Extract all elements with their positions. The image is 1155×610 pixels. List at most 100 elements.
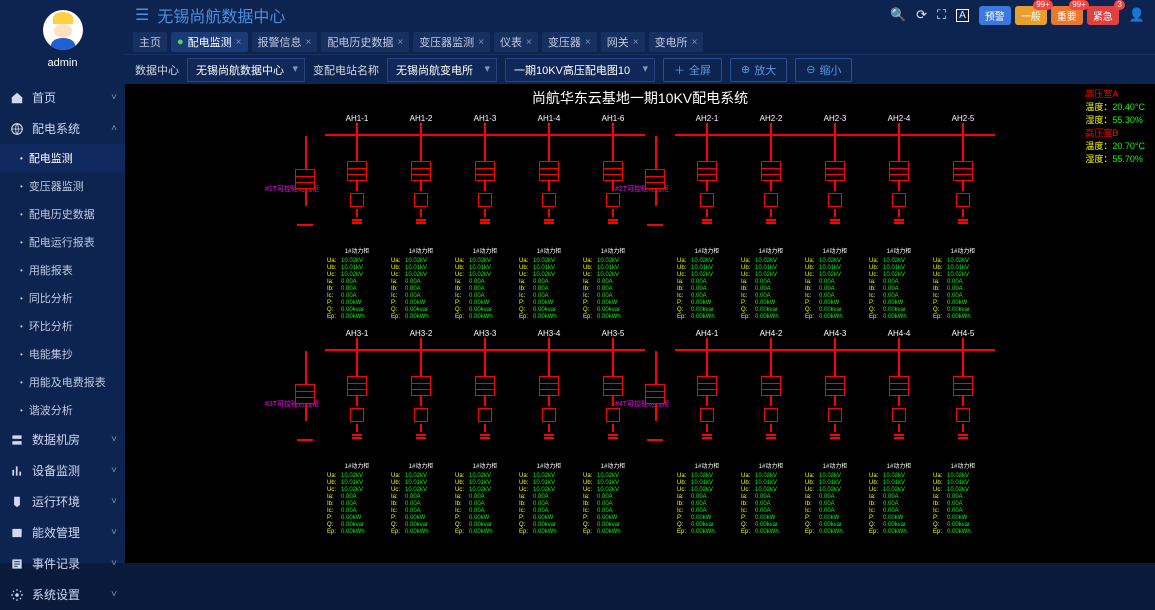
diagram-canvas: 尚航华东云基地一期10KV配电系统 高压室A温度：20.40°C湿度：55.30… (125, 84, 1155, 563)
sidebar-subitem-配电运行报表[interactable]: 配电运行报表 (0, 228, 125, 256)
bus-group: #4T可控硅进线柜 AH4-1 1#动力柜Ua:10.02kVUb:10.01k… (675, 329, 995, 351)
chart-icon (10, 464, 24, 478)
close-icon[interactable]: × (236, 37, 242, 48)
chevron-icon: ˅ (111, 465, 117, 476)
sidebar-item-能效管理[interactable]: 能效管理˅ (0, 517, 125, 548)
data-block-AH4-3: 1#动力柜Ua:10.02kVUb:10.01kVUc:10.02kVIa:0.… (805, 464, 865, 536)
globe-icon (10, 122, 24, 136)
sidebar-item-数据机房[interactable]: 数据机房˅ (0, 424, 125, 455)
data-block-AH2-4: 1#动力柜Ua:10.02kVUb:10.01kVUc:10.02kVIa:0.… (869, 249, 929, 321)
feeder-AH2-5: AH2-5 (933, 114, 993, 223)
site-title: 无锡尚航数据中心 (157, 3, 285, 27)
font-icon[interactable]: A (956, 9, 969, 22)
close-icon[interactable]: × (397, 37, 403, 48)
avatar-icon[interactable] (43, 10, 83, 50)
close-icon[interactable]: × (692, 37, 698, 48)
sidebar-item-配电系统[interactable]: 配电系统˄ (0, 113, 125, 144)
feeder-AH3-3: AH3-3 (455, 329, 515, 438)
data-block-AH3-1: 1#动力柜Ua:10.02kVUb:10.01kVUc:10.02kVIa:0.… (327, 464, 387, 536)
search-icon[interactable]: 🔍 (890, 7, 906, 23)
diagram-select[interactable]: 一期10KV高压配电图10 (505, 58, 655, 82)
diagram-title: 尚航华东云基地一期10KV配电系统 (532, 88, 748, 108)
feeder-AH2-3: AH2-3 (805, 114, 865, 223)
sidebar-subitem-配电监测[interactable]: 配电监测 (0, 144, 125, 172)
user-icon[interactable]: 👤 (1129, 7, 1145, 23)
sidebar-item-首页[interactable]: 首页˅ (0, 82, 125, 113)
close-icon[interactable]: × (633, 37, 639, 48)
feeder-AH3-5: AH3-5 (583, 329, 643, 438)
env-panel: 高压室A温度：20.40°C湿度：55.30%高压室B温度：20.70°C湿度：… (1085, 88, 1145, 166)
feeder-AH4-5: AH4-5 (933, 329, 993, 438)
sidebar-subitem-变压器监测[interactable]: 变压器监测 (0, 172, 125, 200)
sidebar-subitem-配电历史数据[interactable]: 配电历史数据 (0, 200, 125, 228)
alert-badge-紧急[interactable]: 紧急3 (1087, 6, 1119, 25)
data-block-AH4-1: 1#动力柜Ua:10.02kVUb:10.01kVUc:10.02kVIa:0.… (677, 464, 737, 536)
zoom-in-button[interactable]: ⊕ 放大 (730, 58, 787, 82)
zoom-out-button[interactable]: ⊖ 缩小 (795, 58, 852, 82)
close-icon[interactable]: × (526, 37, 532, 48)
tab-报警信息[interactable]: 报警信息× (252, 32, 318, 52)
settings-icon (10, 588, 24, 602)
sidebar-item-系统设置[interactable]: 系统设置˅ (0, 579, 125, 610)
tab-仪表[interactable]: 仪表× (494, 32, 538, 52)
user-avatar-block: admin (0, 0, 125, 74)
sidebar: admin 首页˅配电系统˄配电监测变压器监测配电历史数据配电运行报表用能报表同… (0, 0, 125, 563)
sidebar-item-事件记录[interactable]: 事件记录˅ (0, 548, 125, 579)
close-icon[interactable]: × (306, 37, 312, 48)
sidebar-subitem-同比分析[interactable]: 同比分析 (0, 284, 125, 312)
feeder-AH1-1: AH1-1 (327, 114, 387, 223)
data-block-AH1-3: 1#动力柜Ua:10.02kVUb:10.01kVUc:10.02kVIa:0.… (455, 249, 515, 321)
dc-select[interactable]: 无锡尚航数据中心 (187, 58, 305, 82)
tab-网关[interactable]: 网关× (601, 32, 645, 52)
tab-配电历史数据[interactable]: 配电历史数据× (321, 32, 409, 52)
feeder-AH2-1: AH2-1 (677, 114, 737, 223)
station-label: 变配电站名称 (313, 62, 379, 78)
alert-badges: 预警一般99+重要99+紧急3 (979, 6, 1119, 25)
data-block-AH3-5: 1#动力柜Ua:10.02kVUb:10.01kVUc:10.02kVIa:0.… (583, 464, 643, 536)
data-block-AH2-1: 1#动力柜Ua:10.02kVUb:10.01kVUc:10.02kVIa:0.… (677, 249, 737, 321)
feeder-AH3-2: AH3-2 (391, 329, 451, 438)
filter-bar: 数据中心 无锡尚航数据中心 变配电站名称 无锡尚航变电所 一期10KV高压配电图… (125, 54, 1155, 84)
sidebar-subitem-用能报表[interactable]: 用能报表 (0, 256, 125, 284)
alert-badge-重要[interactable]: 重要99+ (1051, 6, 1083, 25)
header: ☰ 无锡尚航数据中心 🔍 ⟳ ⛶ A 预警一般99+重要99+紧急3 👤 (125, 0, 1155, 30)
feeder-AH1-2: AH1-2 (391, 114, 451, 223)
alert-badge-预警[interactable]: 预警 (979, 6, 1011, 25)
data-block-AH1-1: 1#动力柜Ua:10.02kVUb:10.01kVUc:10.02kVIa:0.… (327, 249, 387, 321)
fullscreen-icon[interactable]: ⛶ (937, 7, 946, 23)
sidebar-subitem-用能及电费报表[interactable]: 用能及电费报表 (0, 368, 125, 396)
menu-toggle-icon[interactable]: ☰ (135, 5, 149, 25)
sidebar-subitem-谐波分析[interactable]: 谐波分析 (0, 396, 125, 424)
data-block-AH1-4: 1#动力柜Ua:10.02kVUb:10.01kVUc:10.02kVIa:0.… (519, 249, 579, 321)
data-block-AH4-4: 1#动力柜Ua:10.02kVUb:10.01kVUc:10.02kVIa:0.… (869, 464, 929, 536)
bus-group: #1T可控硅进线柜 AH1-1 1#动力柜Ua:10.02kVUb:10.01k… (325, 114, 645, 136)
sidebar-subitem-电能集抄[interactable]: 电能集抄 (0, 340, 125, 368)
tab-主页[interactable]: 主页 (133, 32, 167, 52)
sidebar-subitem-环比分析[interactable]: 环比分析 (0, 312, 125, 340)
close-icon[interactable]: × (585, 37, 591, 48)
alert-badge-一般[interactable]: 一般99+ (1015, 6, 1047, 25)
feeder-AH2-2: AH2-2 (741, 114, 801, 223)
feeder-AH4-4: AH4-4 (869, 329, 929, 438)
tab-变压器[interactable]: 变压器× (542, 32, 597, 52)
data-block-AH3-4: 1#动力柜Ua:10.02kVUb:10.01kVUc:10.02kVIa:0.… (519, 464, 579, 536)
chevron-icon: ˅ (111, 92, 117, 103)
station-select[interactable]: 无锡尚航变电所 (387, 58, 497, 82)
chevron-icon: ˄ (111, 123, 117, 134)
tab-bar: 主页● 配电监测×报警信息×配电历史数据×变压器监测×仪表×变压器×网关×变电所… (125, 30, 1155, 54)
feeder-AH3-4: AH3-4 (519, 329, 579, 438)
data-block-AH4-5: 1#动力柜Ua:10.02kVUb:10.01kVUc:10.02kVIa:0.… (933, 464, 993, 536)
fullscreen-button[interactable]: ＋ 全屏 (663, 58, 722, 82)
data-block-AH3-3: 1#动力柜Ua:10.02kVUb:10.01kVUc:10.02kVIa:0.… (455, 464, 515, 536)
server-icon (10, 433, 24, 447)
user-name: admin (0, 57, 125, 69)
sidebar-item-设备监测[interactable]: 设备监测˅ (0, 455, 125, 486)
sidebar-item-运行环境[interactable]: 运行环境˅ (0, 486, 125, 517)
tab-变压器监测[interactable]: 变压器监测× (413, 32, 490, 52)
close-icon[interactable]: × (478, 37, 484, 48)
data-block-AH4-2: 1#动力柜Ua:10.02kVUb:10.01kVUc:10.02kVIa:0.… (741, 464, 801, 536)
chevron-icon: ˅ (111, 496, 117, 507)
tab-变电所[interactable]: 变电所× (649, 32, 704, 52)
refresh-icon[interactable]: ⟳ (916, 7, 927, 23)
tab-配电监测[interactable]: ● 配电监测× (171, 32, 248, 52)
